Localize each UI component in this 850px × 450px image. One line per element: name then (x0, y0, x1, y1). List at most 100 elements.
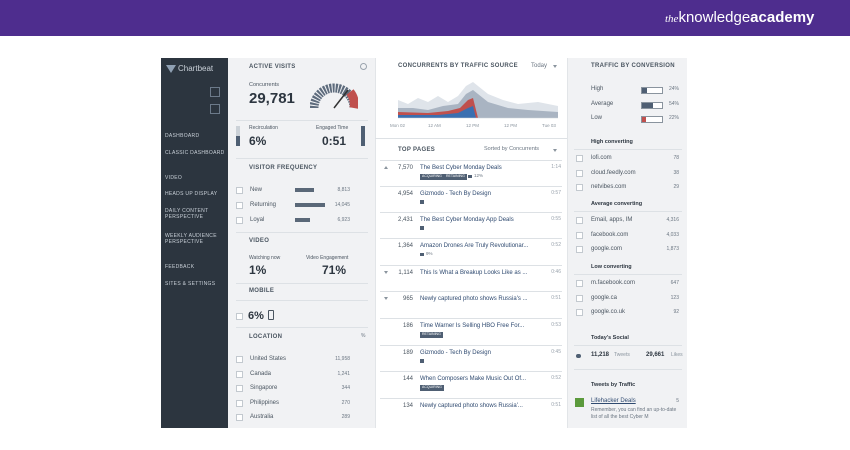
indicator (361, 126, 365, 146)
dropdown[interactable]: Sorted by Concurrents (484, 146, 540, 152)
checkbox[interactable] (576, 231, 583, 239)
checkbox[interactable] (236, 385, 243, 393)
row-label: cloud.feedly.com (591, 169, 636, 176)
checkbox[interactable] (576, 155, 583, 162)
label: Concurrents (249, 82, 279, 88)
checkbox[interactable] (236, 187, 243, 194)
page-count: 2,431 (397, 217, 413, 223)
checkbox[interactable] (576, 309, 583, 317)
checkbox[interactable] (576, 246, 583, 254)
checkbox[interactable] (576, 169, 583, 177)
label: Engaged Time (316, 125, 349, 131)
bar (642, 102, 653, 108)
divider (380, 318, 562, 319)
nav-item[interactable]: DAILY CONTENT PERSPECTIVE (165, 208, 209, 221)
row-label: Loyal (250, 217, 265, 223)
section-title: TOP PAGES (398, 147, 436, 153)
row-value: 1,873 (666, 246, 679, 253)
page-title[interactable]: Gizmodo - Tech By Design (420, 350, 491, 356)
dropdown[interactable]: Today (531, 63, 548, 69)
page-title[interactable]: Newly captured photo shows Russia'... (420, 403, 523, 409)
section-title: VIDEO (249, 238, 270, 244)
row-value: 4,316 (666, 217, 679, 223)
page-time: 0:57 (551, 190, 561, 196)
checkbox[interactable] (236, 217, 243, 224)
row-value: 1,241 (337, 370, 350, 377)
unit: % (361, 333, 366, 339)
checkbox[interactable] (576, 184, 583, 192)
page-title[interactable]: The Best Cyber Monday Deals (420, 165, 502, 171)
nav-item[interactable]: SITES & SETTINGS (165, 281, 216, 287)
engagement: 71% (322, 263, 347, 277)
row-label: google.co.uk (591, 309, 626, 316)
row-value: 289 (341, 414, 350, 421)
page-title[interactable]: When Composers Make Music Out Of... (420, 376, 527, 382)
nav-item[interactable]: DASHBOARD (165, 133, 200, 139)
icon (210, 104, 220, 114)
row-label: facebook.com (591, 231, 629, 238)
checkbox[interactable] (576, 280, 583, 287)
brand-suffix: academy (750, 9, 815, 26)
row-value: 647 (670, 280, 679, 286)
concurrents: 29,781 (249, 90, 295, 107)
row-label: Philippines (250, 399, 280, 406)
mobile: 6% (248, 310, 264, 322)
divider (236, 327, 368, 328)
section-title: MOBILE (249, 288, 275, 294)
video-icon (468, 175, 472, 178)
group-title: Tweets by Traffic (591, 382, 636, 388)
page-title[interactable]: Newly captured photo shows Russia's ... (420, 296, 528, 302)
row-value: 92 (673, 309, 679, 316)
caret (384, 271, 388, 274)
checkbox[interactable] (576, 217, 583, 224)
page-count: 189 (402, 350, 413, 356)
page-time: 0:51 (551, 295, 561, 301)
page-title[interactable]: Time Warner Is Selling HBO Free For... (420, 323, 525, 329)
row-value: 22% (668, 115, 679, 121)
row-value: 8,813 (337, 187, 350, 193)
nav-item[interactable]: WEEKLY AUDIENCE PERSPECTIVE (165, 233, 217, 246)
bar (295, 203, 325, 207)
settings-icon[interactable] (360, 63, 367, 70)
checkbox[interactable] (236, 370, 243, 378)
divider (380, 291, 562, 292)
tweet-count: 5 (676, 398, 679, 404)
group-title: Low converting (591, 264, 632, 270)
label: Watching now (249, 255, 281, 261)
logo-icon (166, 65, 176, 73)
page-title[interactable]: This Is What a Breakup Looks Like as ... (420, 270, 528, 276)
tweet-source[interactable]: Lifehacker Deals (591, 398, 636, 404)
divider (574, 211, 682, 212)
brand-bar (0, 0, 850, 36)
checkbox[interactable] (236, 202, 243, 209)
row-label: google.ca (591, 294, 618, 301)
group-title: Today's Social (591, 335, 629, 341)
area-chart (398, 82, 558, 119)
nav-item[interactable]: HEADS UP DISPLAY (165, 191, 218, 197)
page-title[interactable]: Amazon Drones Are Truly Revolutionar... (420, 243, 529, 249)
likes: 29,661 (646, 352, 665, 358)
page-title[interactable]: Gizmodo - Tech By Design (420, 191, 491, 197)
page-count: 134 (402, 403, 413, 409)
divider (380, 238, 562, 239)
group-title: High converting (591, 139, 633, 145)
tag: RETAINING (420, 332, 443, 338)
nav-item[interactable]: CLASSIC DASHBOARD (165, 150, 225, 156)
axis-label: Tue 03 (542, 123, 556, 128)
gauge (310, 83, 358, 109)
bar (642, 117, 647, 122)
checkbox[interactable] (236, 399, 243, 407)
video-share: 9% (426, 251, 433, 256)
row-value: 24% (668, 86, 679, 92)
row-value: 123 (670, 294, 679, 301)
checkbox[interactable] (236, 414, 243, 422)
checkbox[interactable] (576, 294, 583, 302)
nav-item[interactable]: FEEDBACK (165, 264, 195, 270)
column-audience (228, 58, 375, 428)
nav-item[interactable]: VIDEO (165, 175, 183, 181)
page-title[interactable]: The Best Cyber Monday App Deals (420, 217, 514, 223)
column-pages (375, 58, 568, 428)
checkbox[interactable] (236, 313, 243, 320)
checkbox[interactable] (236, 356, 243, 363)
watching: 1% (249, 263, 267, 277)
